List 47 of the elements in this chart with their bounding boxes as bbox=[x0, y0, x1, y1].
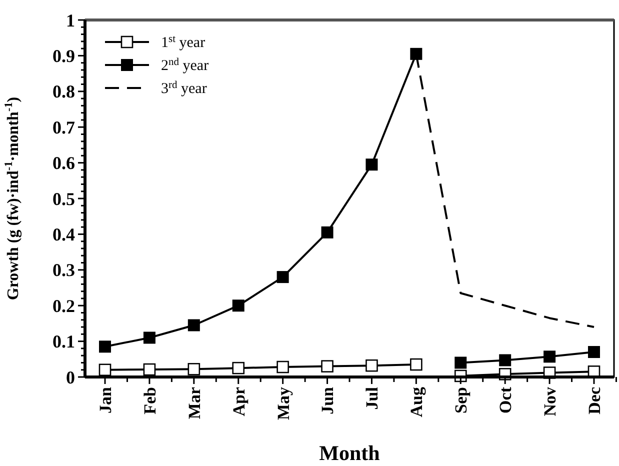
legend-label: 1$^{st}$ year bbox=[161, 34, 206, 51]
x-tick-label: Nov bbox=[540, 386, 560, 416]
y-tick-label: 0.9 bbox=[52, 46, 75, 66]
x-tick-label: Aug bbox=[407, 386, 426, 418]
y-tick-label: 0.4 bbox=[52, 224, 75, 244]
x-tick-label: Jan bbox=[96, 386, 115, 414]
y-tick-label: 0.7 bbox=[52, 117, 75, 138]
y-tick-label: 0.3 bbox=[52, 260, 75, 280]
x-tick-label: Mar bbox=[184, 386, 204, 420]
point bbox=[544, 350, 556, 363]
y-tick-label: 0.8 bbox=[52, 82, 75, 102]
point bbox=[321, 360, 334, 372]
point bbox=[143, 363, 156, 376]
point bbox=[276, 360, 289, 374]
x-tick-label: May bbox=[274, 386, 293, 420]
point bbox=[321, 226, 334, 238]
y-tick-label: 0.2 bbox=[52, 296, 75, 316]
point bbox=[232, 362, 245, 374]
x-tick-label: Feb bbox=[140, 387, 160, 414]
point bbox=[276, 271, 289, 284]
x-tick-label: Oct bbox=[496, 386, 516, 414]
point bbox=[188, 319, 200, 332]
point bbox=[188, 362, 200, 376]
y-tick-label: 0 bbox=[66, 367, 75, 388]
point bbox=[499, 354, 512, 366]
legend-label: 3$^{rd}$ year bbox=[161, 80, 207, 97]
x-tick-label: Sep bbox=[452, 387, 471, 414]
point bbox=[232, 300, 244, 312]
y-tick-label: 0.6 bbox=[52, 153, 75, 174]
y-tick-label: 1 bbox=[66, 10, 75, 30]
x-tick-label: Jul bbox=[362, 386, 382, 410]
point bbox=[98, 364, 112, 376]
legend-label: 2$^{nd}$ year bbox=[161, 56, 209, 74]
x-tick-label: Jun bbox=[318, 386, 338, 414]
point bbox=[366, 359, 378, 372]
point bbox=[410, 48, 422, 60]
x-tick-label: Apr bbox=[229, 386, 248, 416]
point bbox=[99, 340, 112, 353]
point bbox=[454, 356, 467, 369]
point bbox=[588, 346, 600, 358]
y-tick-label: 0.5 bbox=[52, 188, 75, 209]
x-tick-label: Dec bbox=[584, 386, 604, 414]
point bbox=[143, 332, 156, 344]
y-tick-label: 0.1 bbox=[52, 332, 75, 352]
point bbox=[366, 158, 378, 171]
point bbox=[410, 358, 422, 371]
x-axis-title: Month bbox=[319, 441, 380, 465]
